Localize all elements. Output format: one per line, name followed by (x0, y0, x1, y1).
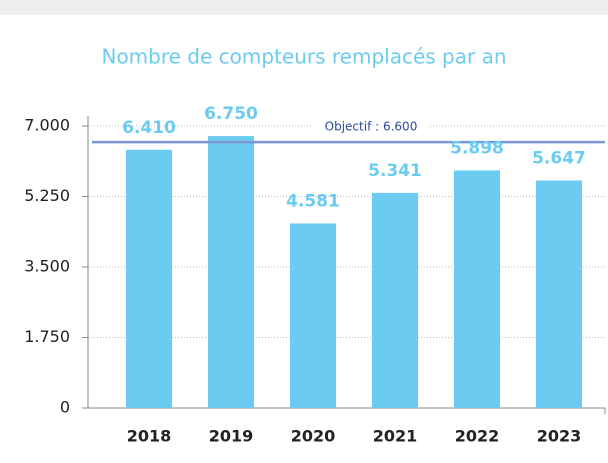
bar (290, 223, 336, 408)
target-label-bg (312, 119, 430, 135)
chart-title: Nombre de compteurs remplacés par an (101, 45, 506, 69)
value-label: 6.410 (122, 118, 176, 138)
y-tick-label: 3.500 (24, 257, 70, 276)
x-tick-label: 2018 (127, 427, 172, 446)
value-label: 5.647 (532, 149, 586, 169)
bar (208, 136, 254, 409)
y-tick-label: 7.000 (24, 116, 70, 135)
value-label: 5.341 (368, 161, 422, 181)
bar (536, 180, 582, 408)
x-tick-label: 2020 (291, 427, 336, 446)
y-tick-label: 0 (60, 398, 70, 417)
value-label: 4.581 (286, 191, 340, 211)
x-tick-label: 2022 (455, 427, 500, 446)
top-band (0, 0, 608, 15)
x-tick-label: 2023 (537, 427, 582, 446)
bar (126, 149, 172, 409)
x-tick-label: 2021 (373, 427, 418, 446)
target-label: Objectif : 6.600 (325, 120, 418, 134)
bar (372, 192, 418, 408)
y-tick-label: 5.250 (24, 186, 70, 205)
value-label: 5.898 (450, 138, 504, 158)
value-label: 6.750 (204, 104, 258, 124)
x-tick-label: 2019 (209, 427, 254, 446)
bar (454, 170, 500, 408)
y-tick-label: 1.750 (24, 327, 70, 346)
